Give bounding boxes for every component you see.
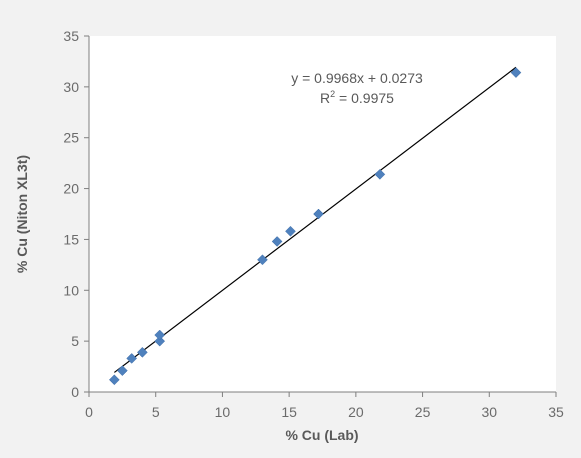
x-tick-label: 10 <box>215 404 231 420</box>
points-layer <box>108 67 522 386</box>
r-squared-prefix: R <box>320 90 330 106</box>
y-axis-title: % Cu (Niton XL3t) <box>14 155 30 273</box>
trendline-layer <box>113 66 517 373</box>
x-tick-label: 20 <box>348 404 364 420</box>
y-tick-label: 15 <box>63 231 79 247</box>
x-tick-label: 0 <box>85 404 93 420</box>
data-point-diamond <box>108 374 120 386</box>
x-tick-label: 15 <box>281 404 297 420</box>
y-tick-label: 0 <box>71 384 79 400</box>
y-tick-label: 30 <box>63 79 79 95</box>
x-axis-title: % Cu (Lab) <box>285 427 358 443</box>
x-tick-label: 35 <box>548 404 564 420</box>
data-point-diamond <box>313 208 324 220</box>
x-tick-label: 25 <box>415 404 431 420</box>
trendline-equation: y = 0.9968x + 0.0273 <box>291 70 423 86</box>
data-point-diamond <box>154 335 166 347</box>
y-tick-label: 10 <box>63 282 79 298</box>
r-squared-annotation: R2 = 0.9975 <box>320 89 394 106</box>
data-point-diamond <box>154 329 166 341</box>
data-point-diamond <box>510 67 522 78</box>
trendline <box>113 66 517 373</box>
y-tick-label: 25 <box>63 130 79 146</box>
data-point-diamond <box>137 346 148 358</box>
data-point-diamond <box>271 236 283 247</box>
y-tick-label: 35 <box>63 28 79 44</box>
r-squared-suffix: = 0.9975 <box>335 90 394 106</box>
ticks-layer: 0 5 10 15 20 25 30 35 0 5 10 15 20 25 30 35 <box>63 28 564 420</box>
y-tick-label: 5 <box>71 333 79 349</box>
y-tick-label: 20 <box>63 181 79 197</box>
data-point-diamond <box>126 353 138 364</box>
r-squared-superscript: 2 <box>330 89 335 99</box>
x-tick-label: 30 <box>481 404 497 420</box>
x-tick-label: 5 <box>152 404 160 420</box>
data-point-diamond <box>374 168 386 180</box>
data-point-diamond <box>117 365 128 376</box>
data-point-diamond <box>285 225 296 237</box>
data-point-diamond <box>257 254 268 266</box>
